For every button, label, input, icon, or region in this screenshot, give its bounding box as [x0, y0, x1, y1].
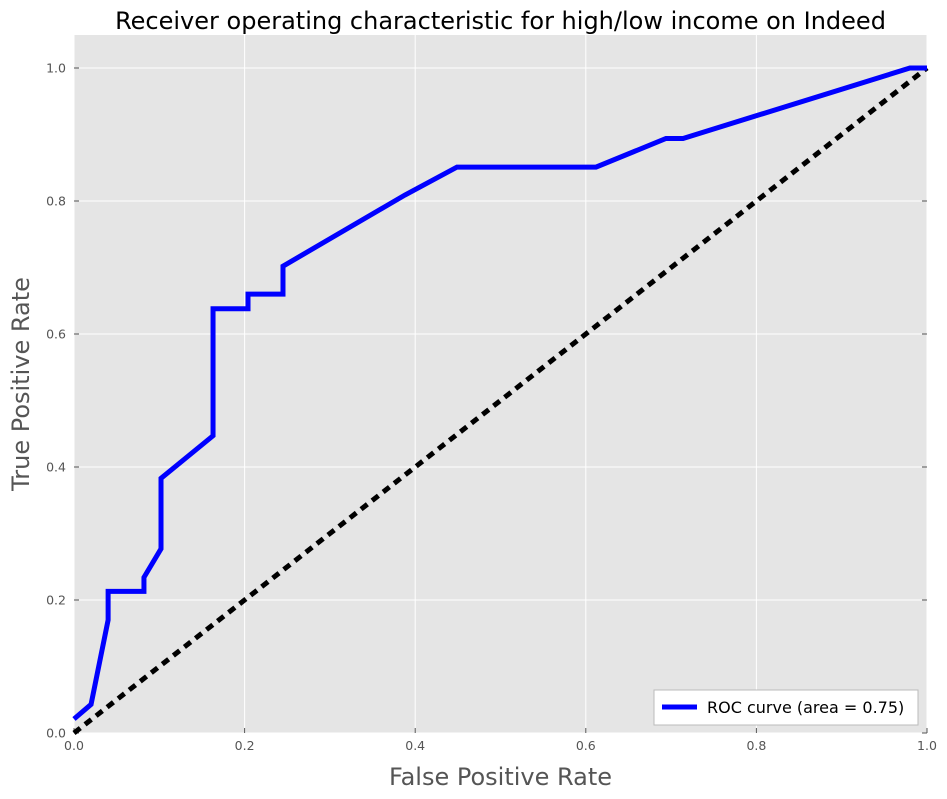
legend-box [653, 689, 919, 726]
y-tick-label: 0.8 [46, 194, 66, 209]
y-axis-label: True Positive Rate [7, 277, 35, 492]
roc-curve-line [72, 65, 927, 721]
y-tick-label: 1.0 [46, 61, 66, 76]
grid-lines [73, 35, 928, 734]
y-tick-label: 0.6 [46, 327, 66, 342]
x-tick-label: 0.2 [235, 738, 255, 753]
legend-roc-label: ROC curve (area = 0.75) [707, 698, 904, 717]
x-tick-label: 0.8 [746, 738, 766, 753]
chance-diagonal-line [72, 66, 929, 735]
x-tick-label: 0.0 [64, 738, 84, 753]
x-tick-label: 0.4 [405, 738, 425, 753]
x-tick-labels: 0.0 0.2 0.4 0.6 0.8 1.0 [64, 738, 937, 753]
plot-background [74, 35, 927, 733]
legend: ROC curve (area = 0.75) [653, 689, 919, 726]
x-axis-label: False Positive Rate [389, 763, 612, 791]
y-tick-labels: 0.0 0.2 0.4 0.6 0.8 1.0 [46, 61, 66, 741]
x-tick-label: 0.6 [576, 738, 596, 753]
chart-title: Receiver operating characteristic for hi… [115, 7, 886, 35]
x-tick-label: 1.0 [917, 738, 937, 753]
y-tick-label: 0.2 [46, 593, 66, 608]
y-tick-label: 0.0 [46, 726, 66, 741]
y-tick-label: 0.4 [46, 460, 66, 475]
series-lines [72, 65, 929, 735]
